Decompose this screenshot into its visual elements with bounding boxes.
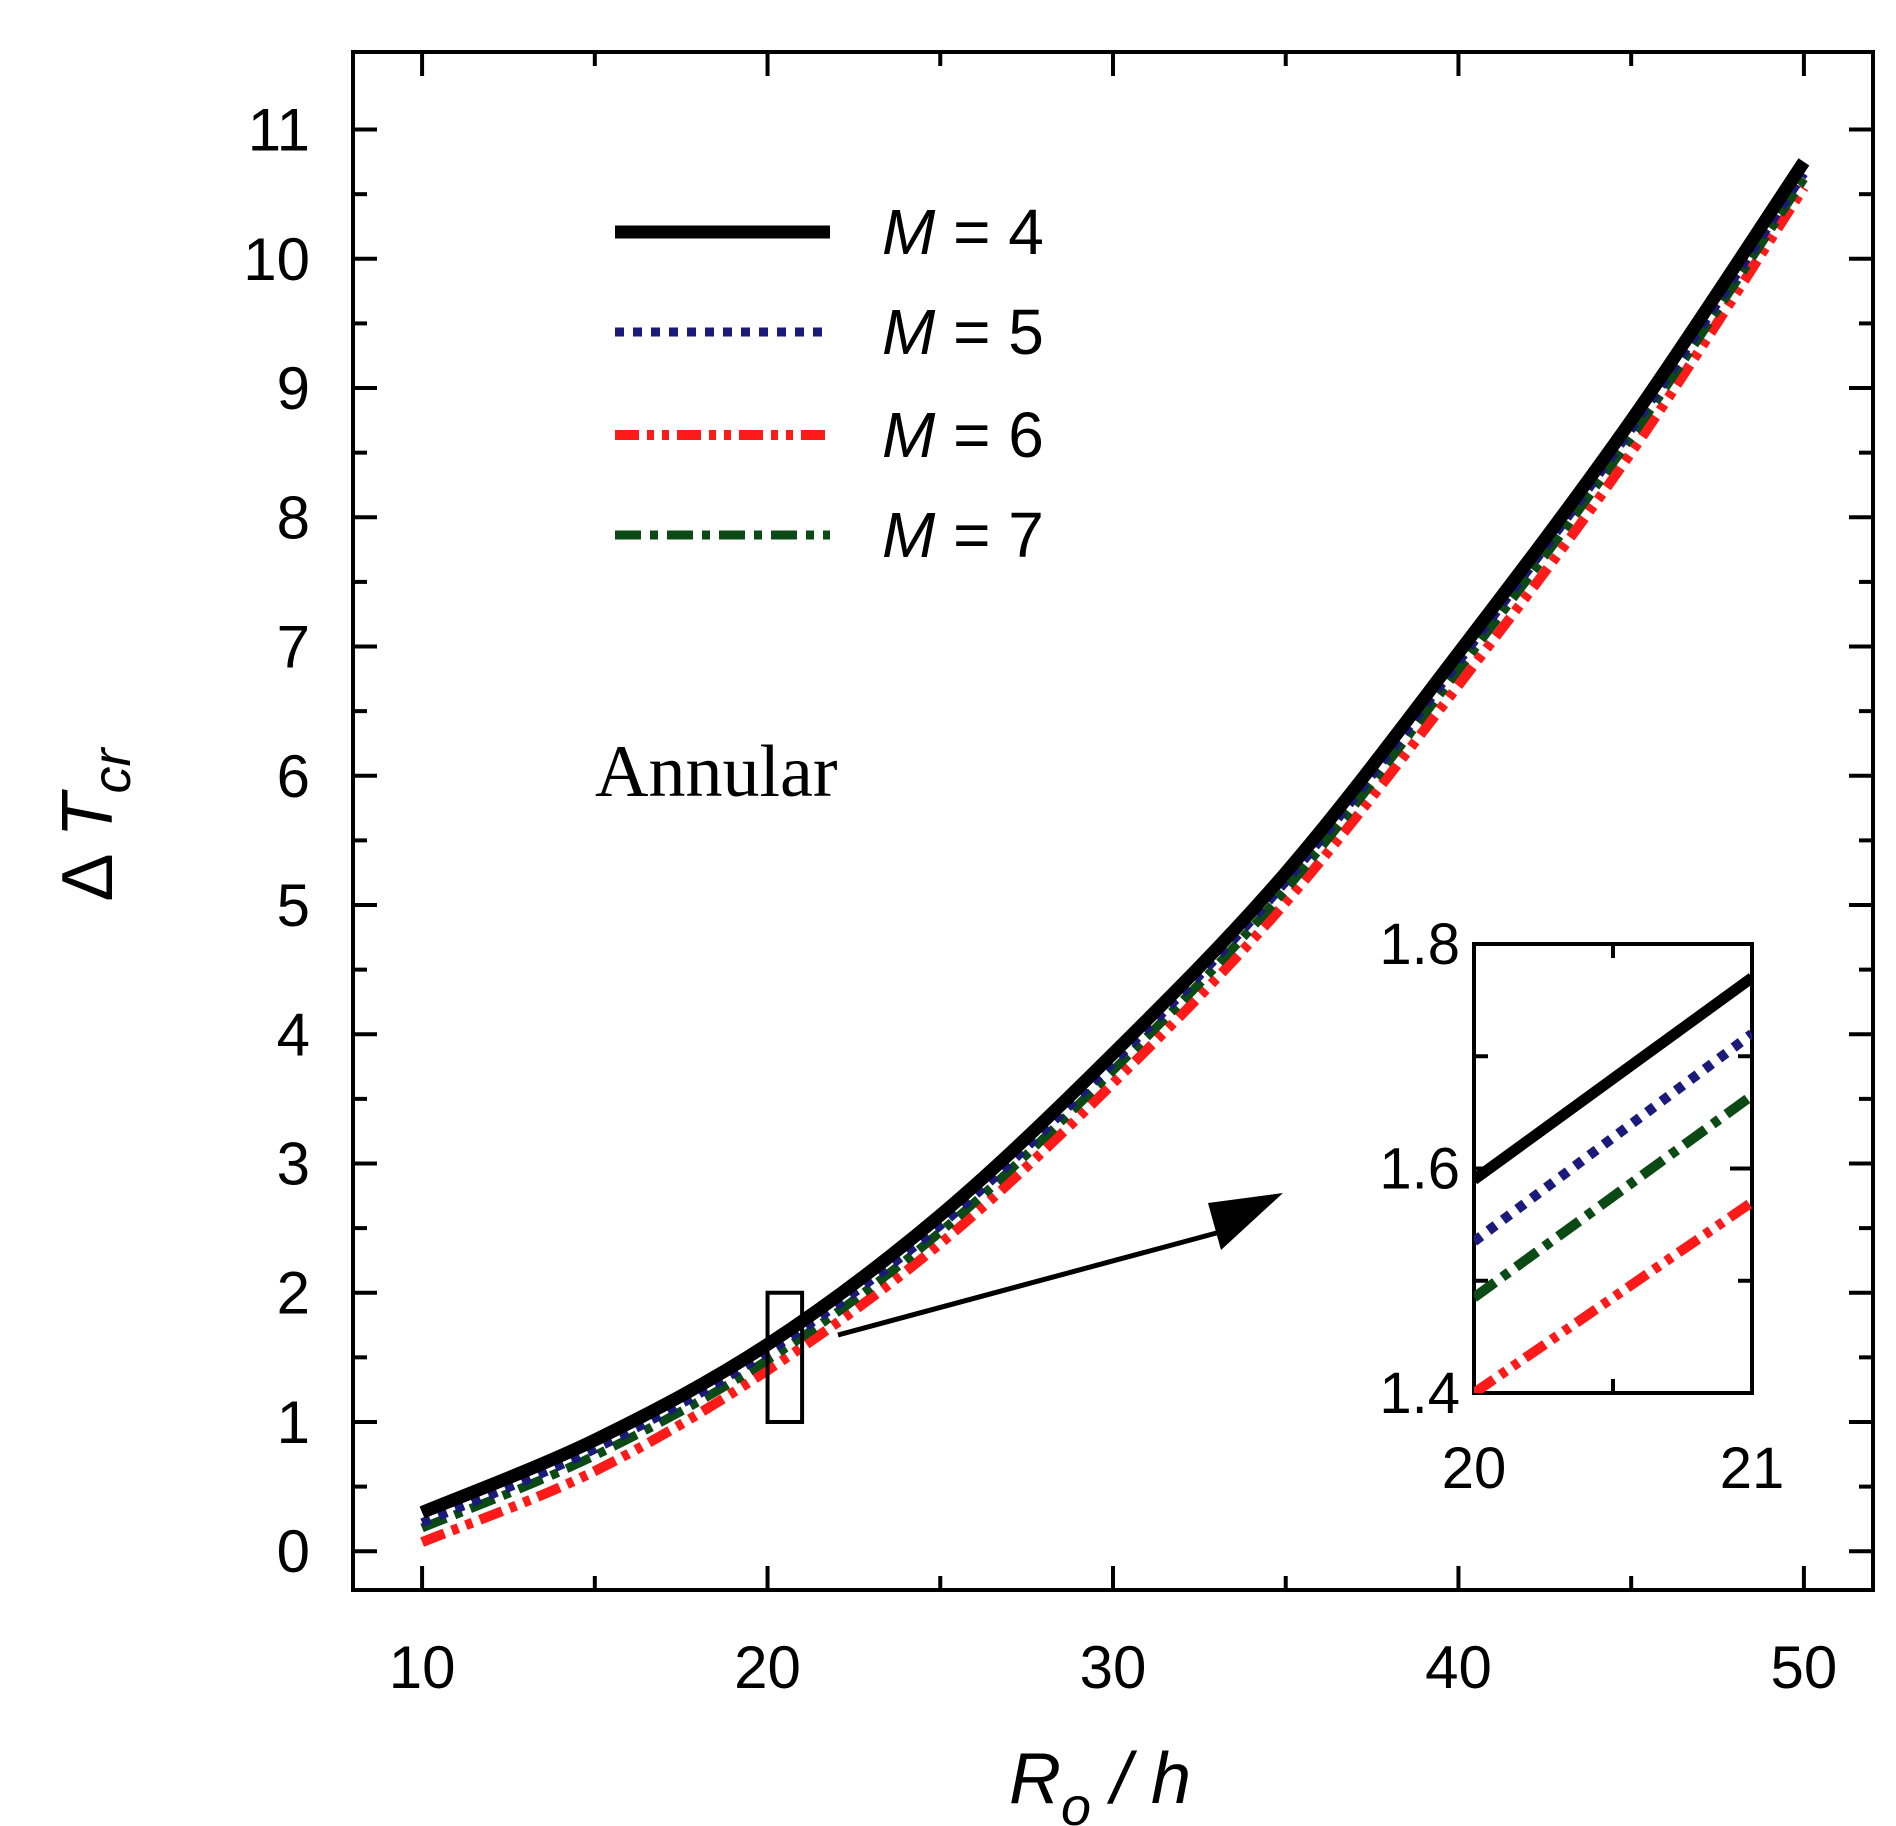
annotation-annular: Annular bbox=[595, 731, 838, 813]
y-tick-label: 11 bbox=[248, 97, 310, 164]
y-tick-label: 1 bbox=[277, 1389, 310, 1456]
inset-x-tick-label: 20 bbox=[1442, 1436, 1507, 1501]
y-tick-label: 9 bbox=[277, 355, 310, 422]
x-tick-label: 50 bbox=[1771, 1634, 1838, 1701]
y-tick-label: 2 bbox=[277, 1260, 310, 1327]
zoom-arrow-head bbox=[1208, 1193, 1283, 1250]
inset-series-line-m7 bbox=[1474, 1091, 1752, 1302]
y-tick-label: 10 bbox=[243, 226, 310, 293]
y-tick-label: 7 bbox=[277, 614, 310, 681]
inset-y-tick-label: 1.4 bbox=[1379, 1361, 1460, 1426]
inset-y-tick-label: 1.6 bbox=[1379, 1137, 1460, 1202]
y-tick-label: 3 bbox=[277, 1130, 310, 1197]
series-line-m7 bbox=[420, 176, 1808, 1533]
series-line-m4 bbox=[419, 158, 1810, 1519]
main-plot: 10 20 30 40 50 0 1 2 3 4 5 6 7 8 9 10 11 bbox=[243, 50, 1875, 1701]
x-tick-label: 40 bbox=[1425, 1634, 1492, 1701]
inset-x-tick-label: 21 bbox=[1720, 1436, 1785, 1501]
inset-plot: 1.4 1.6 1.8 20 21 bbox=[1379, 912, 1784, 1501]
y-tick-label: 5 bbox=[277, 872, 310, 939]
y-tick-label: 6 bbox=[277, 743, 310, 810]
inset-series-line-m6 bbox=[1474, 1198, 1752, 1393]
x-tick-label: 10 bbox=[389, 1634, 456, 1701]
y-tick-label: 8 bbox=[277, 484, 310, 551]
series-line-m6 bbox=[420, 184, 1809, 1547]
legend-label-m7: M = 7 bbox=[882, 499, 1044, 571]
y-axis-label: Δ Tcr bbox=[48, 746, 142, 901]
legend: M = 4 M = 5 M = 6 M = 7 bbox=[615, 196, 1044, 571]
inset-series-line-m4 bbox=[1474, 973, 1752, 1185]
legend-label-m5: M = 5 bbox=[882, 296, 1044, 368]
inset-series-line-m5 bbox=[1474, 1029, 1752, 1246]
zoom-box bbox=[765, 1290, 805, 1424]
legend-label-m6: M = 6 bbox=[882, 399, 1044, 471]
x-axis-label: Ro / h bbox=[1009, 1739, 1191, 1826]
legend-label-m4: M = 4 bbox=[882, 196, 1044, 268]
axis-labels: Ro / h Δ Tcr bbox=[48, 746, 1191, 1826]
y-tick-label: 4 bbox=[277, 1001, 310, 1068]
x-tick-label: 30 bbox=[1080, 1634, 1147, 1701]
zoom-arrow-shaft bbox=[837, 1225, 1236, 1338]
y-tick-label: 0 bbox=[277, 1518, 310, 1585]
inset-y-tick-label: 1.8 bbox=[1379, 912, 1460, 977]
x-tick-label: 20 bbox=[734, 1634, 801, 1701]
